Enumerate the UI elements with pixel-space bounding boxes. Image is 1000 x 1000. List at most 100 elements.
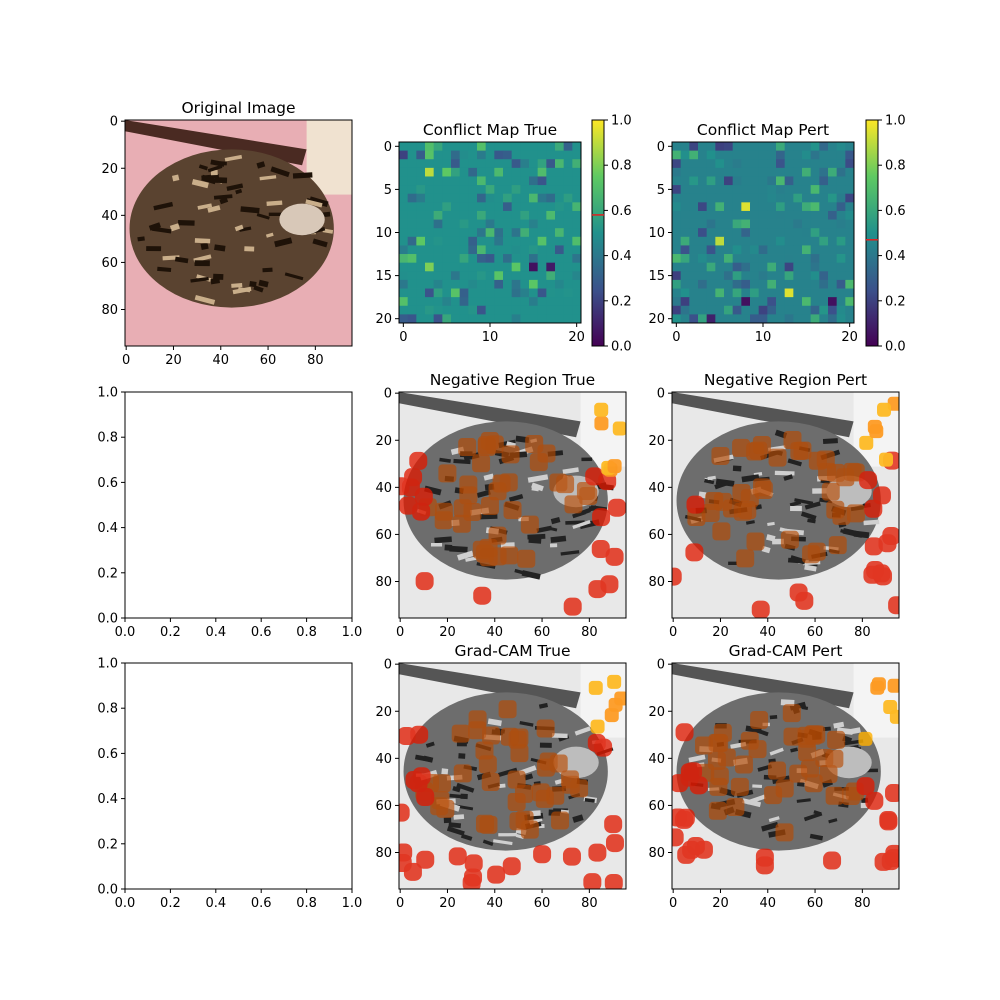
heatmap-cell (529, 314, 539, 323)
x-tick-label: 20 (712, 896, 729, 911)
heatmap-cell (845, 202, 854, 212)
y-tick-label: 0 (384, 140, 392, 155)
heatmap-cell (776, 228, 786, 238)
heatmap-cell (520, 202, 530, 212)
heatmap-cell (520, 193, 530, 203)
heatmap-cell (459, 245, 469, 255)
heatmap-cell (511, 142, 521, 152)
heatmap-cell (802, 210, 812, 220)
heatmap-cell (563, 202, 573, 212)
heatmap-cell (784, 185, 794, 195)
heatmap-cell (672, 279, 682, 289)
panel-content (399, 142, 581, 323)
heatmap-cell (459, 279, 469, 289)
panel-cmp: Conflict Map Pert (671, 121, 855, 324)
axes-frame (124, 119, 353, 347)
axes-frame (671, 662, 900, 890)
heatmap-cell (802, 254, 812, 264)
heatmap-cell (672, 305, 682, 315)
heatmap-cell (433, 150, 443, 160)
heatmap-cell (706, 236, 716, 246)
panel-title: Conflict Map True (423, 121, 557, 139)
heatmap-cell (529, 262, 539, 272)
heatmap-cell (416, 236, 426, 246)
heatmap-cell (741, 279, 751, 289)
heatmap-cell (724, 142, 734, 152)
heatmap-cell (555, 193, 565, 203)
heatmap-cell (836, 159, 846, 169)
heatmap-cell (689, 167, 699, 177)
heatmap-cell (555, 297, 565, 307)
heatmap-cell (459, 193, 469, 203)
heatmap-cell (845, 279, 854, 289)
heatmap-cell (468, 193, 478, 203)
heatmap-cell (563, 262, 573, 272)
heatmap-cell (776, 262, 786, 272)
heatmap-cell (433, 210, 443, 220)
heatmap-cell (793, 193, 803, 203)
axes-ticks: 0 10 20 0 5 10 15 20 (648, 140, 857, 345)
heatmap-cell (819, 228, 829, 238)
heatmap-cell (776, 150, 786, 160)
x-tick-label: 40 (759, 896, 776, 911)
panel-content (125, 392, 352, 618)
heatmap-cell (503, 167, 513, 177)
heatmap-cell (399, 305, 409, 315)
cat-head (279, 203, 325, 236)
heatmap-cell (672, 219, 682, 229)
heatmap-cell (555, 254, 565, 264)
heatmap-cell (706, 262, 716, 272)
heatmap-cell (750, 185, 760, 195)
heatmap-cell (416, 305, 426, 315)
heatmap-cell (689, 219, 699, 229)
colorbar-gradient (865, 119, 879, 347)
x-tick-label: 0 (396, 896, 404, 911)
heatmap-cell (503, 254, 513, 264)
heatmap-cell (451, 228, 461, 238)
heatmap-cell (555, 210, 565, 220)
heatmap-cell (546, 185, 556, 195)
heatmap-cell (537, 193, 547, 203)
heatmap-cell (689, 202, 699, 212)
heatmap-cell (810, 271, 820, 281)
heatmap-cell (459, 176, 469, 186)
heatmap-cell (758, 254, 768, 264)
heatmap-cell (689, 297, 699, 307)
heatmap-cell (459, 305, 469, 315)
heatmap-cell (416, 228, 426, 238)
heatmap-cell (776, 288, 786, 298)
heatmap-cell (715, 314, 725, 323)
y-tick-label: 80 (375, 846, 392, 861)
heatmap-cell (810, 176, 820, 186)
heatmap-cell (819, 314, 829, 323)
heatmap-cell (572, 219, 581, 229)
heatmap-cell (845, 254, 854, 264)
colorbar-tick-label: 1.0 (885, 114, 906, 129)
heatmap-cell (715, 288, 725, 298)
heatmap-cell (546, 297, 556, 307)
heatmap-cell (407, 245, 417, 255)
heatmap-cell (451, 193, 461, 203)
heatmap-cell (724, 262, 734, 272)
heatmap-cell (845, 228, 854, 238)
heatmap-cell (485, 202, 495, 212)
heatmap-cell (520, 185, 530, 195)
panel-empty1 (124, 391, 353, 619)
heatmap-cell (732, 245, 742, 255)
heatmap-cell (572, 305, 581, 315)
heatmap-cell (529, 228, 539, 238)
heatmap-cell (494, 262, 504, 272)
heatmap-cell (555, 202, 565, 212)
heatmap-cell (425, 279, 435, 289)
y-tick-label: 0 (657, 140, 665, 155)
heatmap-cell (845, 314, 854, 323)
heatmap-cell (477, 297, 487, 307)
heatmap-cell (680, 193, 690, 203)
heatmap-cell (503, 236, 513, 246)
heatmap-cell (819, 245, 829, 255)
y-tick-label: 20 (648, 434, 665, 449)
heatmap-cell (819, 142, 829, 152)
x-tick-label: 0.6 (251, 896, 272, 911)
heatmap-cell (715, 305, 725, 315)
heatmap-cell (776, 305, 786, 315)
